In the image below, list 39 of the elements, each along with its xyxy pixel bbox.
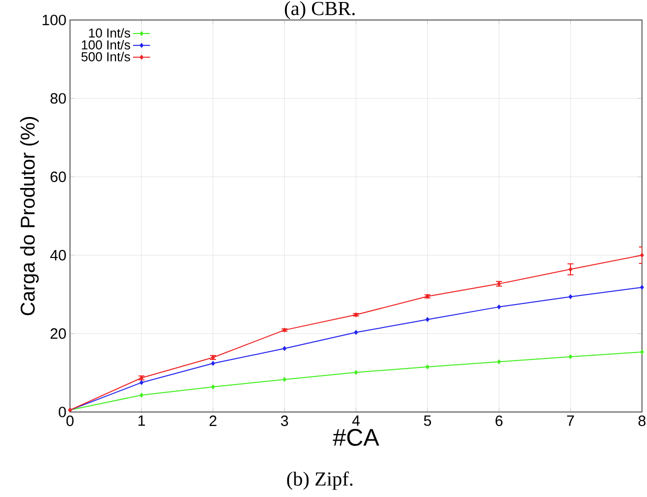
y-tick-label: 40 (50, 250, 66, 260)
point (140, 380, 144, 385)
point (426, 317, 430, 322)
point (497, 360, 501, 364)
y-tick-label: 80 (50, 93, 66, 104)
text: (b) Zipf. (287, 472, 352, 490)
x-tick-label: 3 (280, 416, 288, 426)
point (640, 350, 644, 354)
x-axis-title: #CA (332, 428, 380, 446)
point (140, 392, 144, 398)
point (426, 364, 430, 370)
x-tick-label: 7 (567, 416, 574, 426)
legend-label: 500 Int/s (81, 52, 130, 62)
point (497, 304, 501, 310)
x-tick-label: 2 (210, 416, 216, 426)
point (640, 252, 644, 258)
y-axis-title: Carga do Produtor (%) (20, 117, 39, 316)
point (354, 370, 358, 375)
y-tick-label: 60 (50, 171, 66, 182)
point (282, 346, 286, 351)
point (568, 294, 572, 300)
y-tick-label: 0 (58, 406, 66, 418)
point (211, 361, 215, 366)
point (282, 377, 286, 382)
legend-label: 100 Int/s (82, 40, 130, 50)
x-tick-label: 1 (138, 416, 145, 426)
x-tick-label: 6 (496, 416, 502, 426)
x-tick-label: 5 (424, 416, 432, 426)
y-tick-label: 20 (50, 328, 66, 339)
y-tick-label: 100 (42, 14, 66, 26)
point (354, 330, 358, 335)
x-tick-label: 0 (66, 416, 74, 426)
x-tick-label: 8 (638, 416, 646, 426)
point (568, 354, 572, 360)
point (640, 285, 644, 290)
text: (a) CBR. (284, 1, 355, 20)
legend-label: 10 Int/s (89, 28, 130, 38)
point (211, 384, 215, 390)
x-tick-label: 4 (352, 416, 360, 426)
